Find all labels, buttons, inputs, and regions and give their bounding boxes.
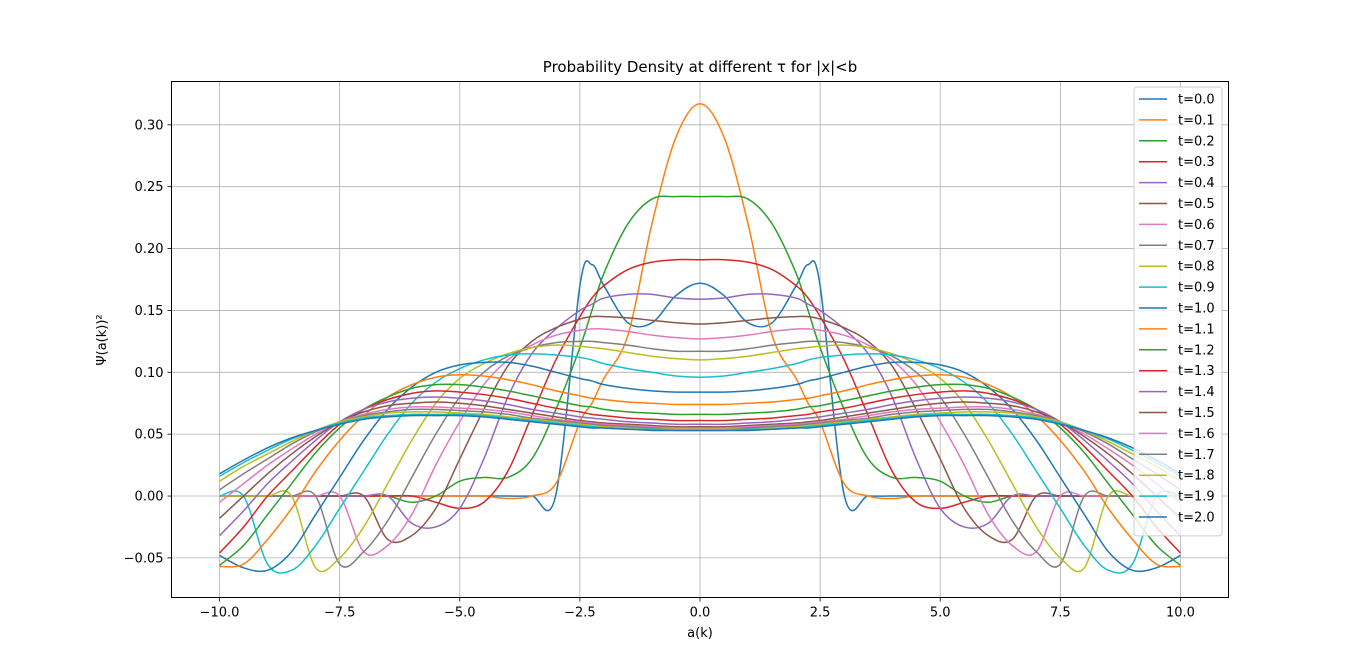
legend-label: t=0.0 (1178, 93, 1215, 108)
y-tick-label: 0.25 (135, 180, 164, 195)
y-tick-label: 0.05 (135, 428, 164, 443)
y-tick-label: 0.15 (135, 304, 164, 319)
axis-ticks: −10.0 −7.5 −5.0 −2.5 0.0 2.5 5.0 7.5 10.0 −0.05 0.… (124, 118, 1195, 620)
series-line-t=0.9 (219, 352, 1181, 574)
legend-label: t=0.8 (1178, 260, 1215, 275)
x-tick-label: 0.0 (690, 606, 711, 621)
y-tick-label: 0.30 (135, 118, 164, 133)
series-line-t=0.6 (219, 327, 1181, 556)
legend-label: t=1.0 (1178, 302, 1215, 317)
legend-label: t=1.2 (1178, 343, 1215, 358)
legend-label: t=1.1 (1178, 322, 1215, 337)
legend-label: t=0.4 (1178, 176, 1215, 191)
series-line-t=1.4 (219, 396, 1181, 537)
legend-label: t=1.3 (1178, 364, 1215, 379)
legend-label: t=0.7 (1178, 239, 1215, 254)
x-tick-label: −2.5 (564, 606, 596, 621)
legend-label: t=0.5 (1178, 197, 1215, 212)
legend-label: t=1.4 (1178, 385, 1215, 400)
legend-label: t=1.6 (1178, 427, 1215, 442)
series-line-t=0.4 (219, 293, 1181, 529)
chart-title: Probability Density at different τ for |… (543, 58, 857, 76)
legend-label: t=1.8 (1178, 469, 1215, 484)
series-line-t=1.8 (219, 410, 1181, 482)
x-tick-label: −7.5 (324, 606, 356, 621)
x-axis-title: a(k) (687, 626, 713, 641)
x-tick-label: 5.0 (930, 606, 951, 621)
x-tick-label: −5.0 (444, 606, 476, 621)
legend-label: t=0.2 (1178, 134, 1215, 149)
series-line-t=0.7 (219, 340, 1181, 568)
legend-label: t=0.1 (1178, 113, 1215, 128)
series-line-t=1.2 (219, 383, 1181, 566)
legend-label: t=0.6 (1178, 218, 1215, 233)
series-line-t=0.8 (219, 344, 1181, 573)
legend-label: t=1.7 (1178, 448, 1215, 463)
x-tick-label: 10.0 (1166, 606, 1195, 621)
x-tick-label: −10.0 (200, 606, 240, 621)
x-tick-label: 7.5 (1050, 606, 1071, 621)
y-tick-label: 0.00 (135, 490, 164, 505)
series-line-t=1.3 (218, 390, 1182, 554)
legend: t=0.0 t=0.1 t=0.2 t=0.3 t=0.4 t=0.5 t=0.6 t=0.7… (1133, 86, 1223, 537)
series-line-t=1.5 (219, 401, 1181, 519)
legend-label: t=0.3 (1178, 155, 1215, 170)
series-lines (218, 103, 1182, 574)
legend-label: t=2.0 (1178, 511, 1215, 526)
y-axis-title: Ψ(a(k))² (95, 314, 110, 365)
y-tick-label: 0.10 (135, 366, 164, 381)
y-tick-label: 0.20 (135, 242, 164, 257)
legend-label: t=1.5 (1178, 406, 1215, 421)
legend-box (1133, 86, 1223, 537)
series-line-t=0.5 (219, 315, 1181, 544)
y-tick-label: −0.05 (124, 551, 164, 566)
series-line-t=1.6 (219, 405, 1181, 503)
legend-label: t=0.9 (1178, 281, 1215, 296)
legend-label: t=1.9 (1178, 490, 1215, 505)
series-line-t=2.0 (219, 414, 1181, 475)
x-tick-label: 2.5 (810, 606, 831, 621)
